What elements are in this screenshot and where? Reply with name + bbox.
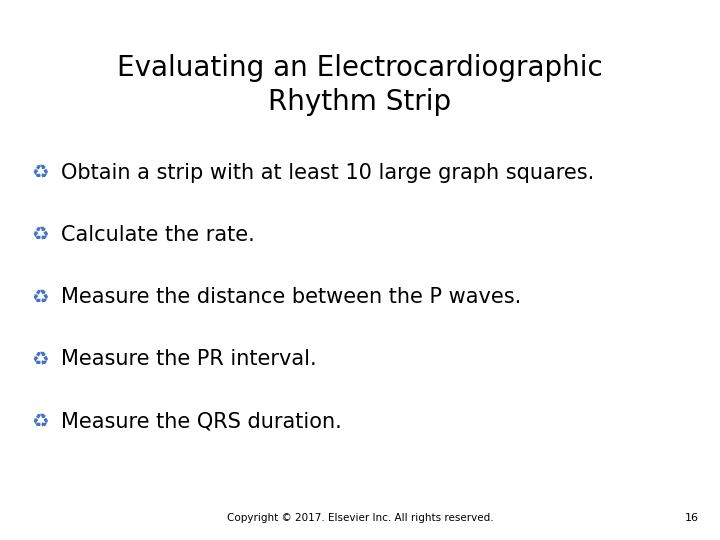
Text: Copyright © 2017. Elsevier Inc. All rights reserved.: Copyright © 2017. Elsevier Inc. All righ… bbox=[227, 514, 493, 523]
Text: Measure the PR interval.: Measure the PR interval. bbox=[61, 349, 317, 369]
Text: Measure the distance between the P waves.: Measure the distance between the P waves… bbox=[61, 287, 521, 307]
Text: 16: 16 bbox=[685, 514, 698, 523]
Text: Measure the QRS duration.: Measure the QRS duration. bbox=[61, 411, 342, 431]
Text: Obtain a strip with at least 10 large graph squares.: Obtain a strip with at least 10 large gr… bbox=[61, 163, 595, 183]
Text: ♻: ♻ bbox=[31, 225, 48, 245]
Text: ♻: ♻ bbox=[31, 349, 48, 369]
Text: ♻: ♻ bbox=[31, 411, 48, 431]
Text: Calculate the rate.: Calculate the rate. bbox=[61, 225, 255, 245]
Text: Evaluating an Electrocardiographic
Rhythm Strip: Evaluating an Electrocardiographic Rhyth… bbox=[117, 54, 603, 116]
Text: ♻: ♻ bbox=[31, 163, 48, 183]
Text: ♻: ♻ bbox=[31, 287, 48, 307]
